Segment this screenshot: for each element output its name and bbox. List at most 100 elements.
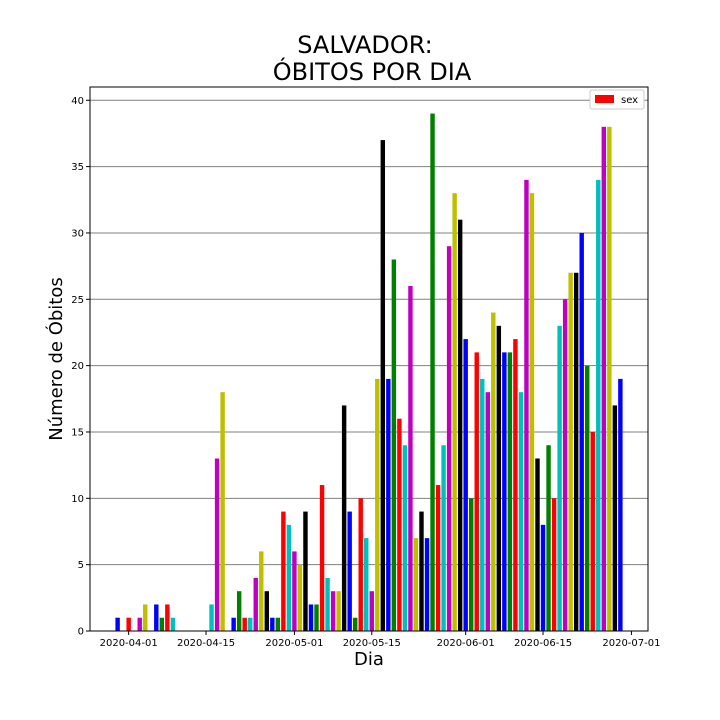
legend-swatch — [595, 95, 614, 103]
bar — [485, 392, 490, 631]
bar — [375, 378, 380, 631]
bar — [546, 445, 551, 631]
bar — [236, 591, 242, 631]
bar — [463, 339, 468, 631]
bar — [585, 365, 590, 631]
y-tick-label: 30 — [71, 228, 84, 239]
x-tick-label: 2020-05-01 — [265, 638, 323, 649]
bar — [303, 511, 308, 631]
bar — [281, 511, 286, 631]
bar — [242, 617, 247, 631]
bar — [369, 591, 374, 631]
bar — [474, 352, 479, 631]
grid-lines — [90, 99, 648, 632]
bar — [502, 352, 507, 631]
bar — [596, 179, 601, 631]
x-tick-label: 2020-04-01 — [100, 638, 158, 649]
bar — [540, 524, 546, 631]
bar — [319, 485, 325, 631]
bar — [292, 551, 297, 631]
y-tick-label: 20 — [71, 361, 84, 372]
y-axis: 0 5 10 15 20 25 30 35 40 — [71, 96, 90, 638]
bar — [154, 604, 159, 631]
bar — [170, 617, 176, 631]
bar — [386, 378, 391, 631]
bar — [557, 325, 562, 631]
y-axis-label: Número de Óbitos — [45, 277, 67, 441]
y-tick-label: 0 — [78, 627, 84, 638]
bar — [524, 179, 529, 631]
bar — [607, 126, 612, 632]
bar — [507, 352, 513, 631]
x-tick-label: 2020-07-01 — [602, 638, 660, 649]
bar — [364, 538, 369, 631]
bar — [579, 232, 584, 631]
bar — [336, 591, 341, 631]
bar — [209, 604, 214, 631]
bar — [408, 286, 413, 631]
bar — [397, 418, 402, 631]
x-tick-label: 2020-06-15 — [514, 638, 572, 649]
bar — [286, 524, 292, 631]
bar — [612, 405, 618, 631]
bar — [165, 604, 170, 631]
bar — [220, 392, 225, 631]
bar — [529, 193, 535, 631]
x-tick-label: 2020-06-01 — [437, 638, 495, 649]
bar — [446, 246, 452, 631]
bar — [330, 591, 336, 631]
bar — [347, 511, 352, 631]
bar — [441, 445, 446, 631]
bar — [513, 339, 518, 631]
bar — [590, 431, 595, 631]
bar — [159, 617, 165, 631]
x-tick-label: 2020-04-15 — [177, 638, 235, 649]
bar — [314, 604, 319, 631]
bar — [491, 312, 496, 631]
chart-title-line-1: SALVADOR: — [297, 31, 433, 59]
bar — [535, 458, 540, 631]
bar — [341, 405, 347, 631]
bar — [248, 617, 253, 631]
bars — [115, 113, 623, 632]
bar — [562, 299, 568, 631]
bar — [601, 126, 607, 632]
bar — [413, 538, 419, 631]
bar — [430, 113, 435, 632]
bar — [452, 193, 457, 631]
x-axis-label: Dia — [354, 649, 384, 670]
y-tick-label: 25 — [71, 295, 84, 306]
bar — [143, 604, 148, 631]
x-tick-label: 2020-05-15 — [343, 638, 401, 649]
x-axis: 2020-04-01 2020-04-15 2020-05-01 2020-05-15… — [100, 631, 660, 649]
bar — [435, 485, 441, 631]
bar — [231, 617, 236, 631]
bar — [126, 617, 131, 631]
bar — [391, 259, 397, 631]
bar — [270, 617, 275, 631]
legend-box — [589, 89, 645, 110]
plot-frame — [89, 86, 649, 632]
bar — [259, 551, 264, 631]
bar — [214, 458, 220, 631]
bar — [402, 445, 408, 631]
bar — [308, 604, 314, 631]
bar — [419, 511, 424, 631]
bar — [468, 498, 474, 631]
bar — [137, 617, 142, 631]
y-tick-label: 35 — [71, 162, 84, 173]
bar — [480, 378, 485, 631]
bar — [297, 564, 303, 631]
y-tick-label: 5 — [78, 560, 84, 571]
bar — [380, 140, 386, 631]
bar — [457, 219, 463, 631]
bar — [496, 325, 502, 631]
bar — [618, 378, 623, 631]
bar — [275, 617, 281, 631]
bar — [264, 591, 270, 631]
y-tick-label: 40 — [71, 96, 84, 107]
y-tick-label: 15 — [71, 427, 84, 438]
legend: sex — [589, 89, 645, 110]
bar — [551, 498, 557, 631]
